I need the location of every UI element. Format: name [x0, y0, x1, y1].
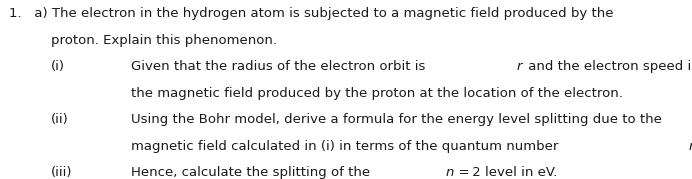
- Text: magnetic field calculated in (i) in terms of the quantum number: magnetic field calculated in (i) in term…: [131, 140, 563, 153]
- Text: (ii): (ii): [51, 113, 69, 126]
- Text: 1.   a) The electron in the hydrogen atom is subjected to a magnetic field produ: 1. a) The electron in the hydrogen atom …: [9, 7, 614, 20]
- Text: (i): (i): [51, 60, 64, 73]
- Text: the magnetic field produced by the proton at the location of the electron.: the magnetic field produced by the proto…: [131, 87, 623, 100]
- Text: Using the Bohr model, derive a formula for the energy level splitting due to the: Using the Bohr model, derive a formula f…: [131, 113, 662, 126]
- Text: r: r: [517, 60, 522, 73]
- Text: n: n: [689, 140, 692, 153]
- Text: proton. Explain this phenomenon.: proton. Explain this phenomenon.: [51, 34, 277, 47]
- Text: Given that the radius of the electron orbit is: Given that the radius of the electron or…: [131, 60, 430, 73]
- Text: (iii): (iii): [51, 166, 72, 179]
- Text: n: n: [446, 166, 454, 179]
- Text: Hence, calculate the splitting of the: Hence, calculate the splitting of the: [131, 166, 375, 179]
- Text: = 2 level in eV.: = 2 level in eV.: [456, 166, 558, 179]
- Text: and the electron speed is: and the electron speed is: [524, 60, 692, 73]
